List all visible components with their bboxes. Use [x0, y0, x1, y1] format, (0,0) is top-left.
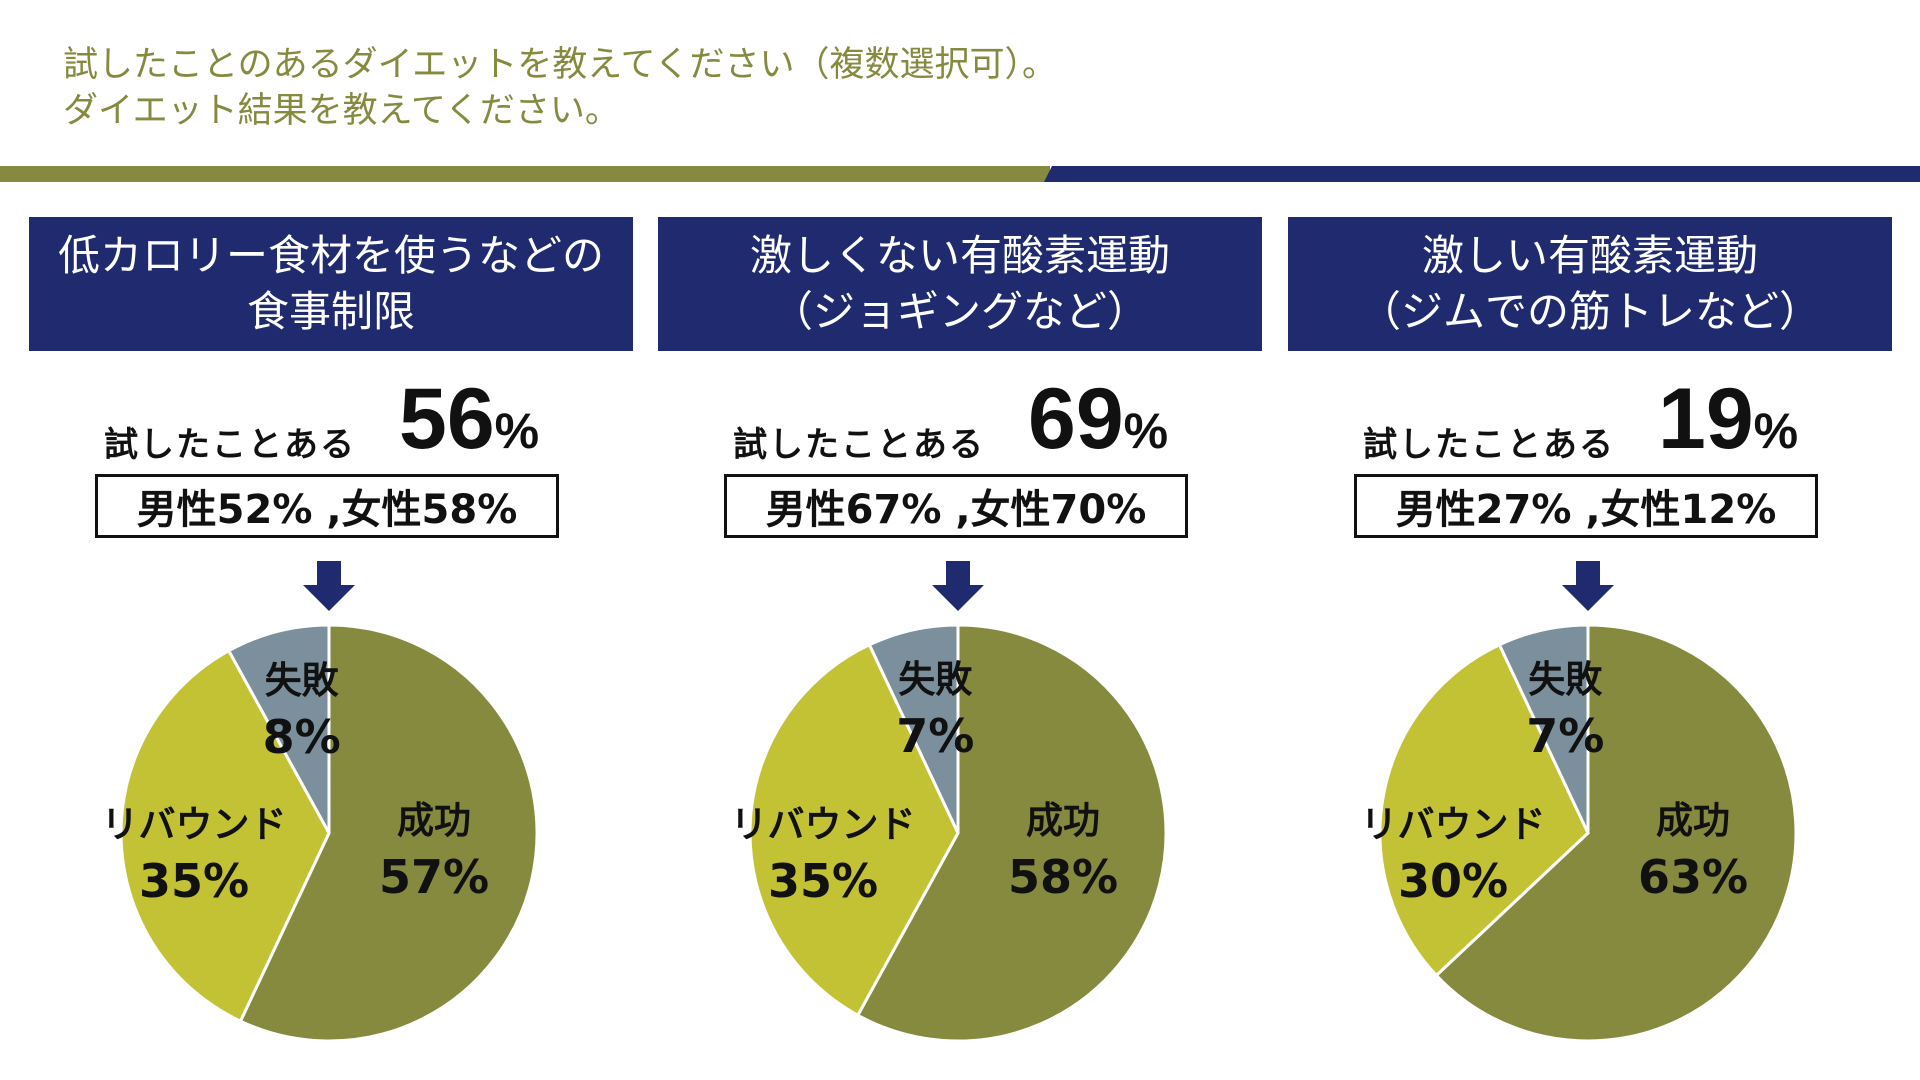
slice-failure	[1497, 623, 1590, 834]
gender-breakdown: 男性27% ,女性12%	[1354, 474, 1818, 538]
slice-rebound	[1378, 642, 1590, 978]
down-arrow-icon	[1562, 561, 1614, 611]
panel-title-line-1: 低カロリー食材を使うなどの	[57, 231, 604, 280]
result-pie-chart: 成功 63% リバウンド 30% 失敗 7%	[1361, 623, 1798, 1043]
tried-percent-sign: %	[1753, 403, 1799, 459]
tried-value: 69%	[1028, 374, 1168, 476]
question-line-1: 試したことのあるダイエットを教えてください（複数選択可）。	[63, 45, 1058, 85]
slice-category-label: リバウンド	[102, 803, 287, 846]
tried-value: 19%	[1658, 374, 1798, 476]
result-pie-chart: 成功 57% リバウンド 35% 失敗 8%	[102, 623, 539, 1043]
slice-category-label: リバウンド	[731, 803, 916, 846]
divider-olive	[0, 166, 1050, 182]
slice-category-label: 成功	[1026, 799, 1100, 842]
slice-category-label: 成功	[1656, 799, 1730, 842]
tried-number: 56	[399, 371, 495, 467]
panel-title-line-1: 激しい有酸素運動	[1421, 231, 1758, 280]
slice-value-label: 7%	[896, 709, 974, 763]
tried-percent-sign: %	[1123, 403, 1169, 459]
slice-category-label: リバウンド	[1361, 803, 1546, 846]
slice-value-label: 35%	[139, 854, 249, 908]
panel-header: 激しくない有酸素運動 （ジョギングなど）	[658, 217, 1262, 351]
gender-breakdown: 男性67% ,女性70%	[724, 474, 1188, 538]
tried-number: 69	[1028, 371, 1124, 467]
panel-title-line-2: （ジムでの筋トレなど）	[1358, 287, 1821, 336]
slice-value-label: 7%	[1526, 709, 1604, 763]
tried-number: 19	[1658, 371, 1754, 467]
slice-value-label: 63%	[1638, 850, 1748, 904]
panel-title-line-2: 食事制限	[246, 287, 415, 336]
slice-category-label: 失敗	[898, 658, 973, 701]
tried-percent-sign: %	[494, 403, 540, 459]
slice-value-label: 30%	[1398, 854, 1508, 908]
tried-label: 試したことある	[733, 425, 985, 465]
slice-success	[855, 623, 1168, 1043]
panel-diet-restriction: 低カロリー食材を使うなどの 食事制限 試したことある 56% 男性52% ,女性…	[29, 217, 633, 1077]
tried-row: 試したことある 56%	[29, 372, 633, 465]
slice-success	[238, 623, 539, 1043]
slice-value-label: 57%	[379, 850, 489, 904]
panel-light-aerobic: 激しくない有酸素運動 （ジョギングなど） 試したことある 69% 男性67% ,…	[658, 217, 1262, 1077]
tried-row: 試したことある 19%	[1288, 372, 1892, 465]
slice-category-label: 失敗	[1528, 658, 1603, 701]
tried-label: 試したことある	[1363, 425, 1615, 465]
divider-navy	[1044, 166, 1920, 182]
tried-row: 試したことある 69%	[658, 372, 1262, 465]
tried-value: 56%	[399, 374, 539, 476]
question-line-2: ダイエット結果を教えてください。	[63, 91, 620, 131]
down-arrow-icon	[303, 561, 355, 611]
panel-intense-aerobic: 激しい有酸素運動 （ジムでの筋トレなど） 試したことある 19% 男性27% ,…	[1288, 217, 1892, 1077]
slice-rebound	[119, 648, 331, 1024]
result-pie-chart: 成功 58% リバウンド 35% 失敗 7%	[731, 623, 1168, 1043]
panel-header: 激しい有酸素運動 （ジムでの筋トレなど）	[1288, 217, 1892, 351]
down-arrow-icon	[932, 561, 984, 611]
tried-label: 試したことある	[104, 425, 356, 465]
slice-value-label: 8%	[263, 710, 341, 764]
panel-title-line-2: （ジョギングなど）	[770, 287, 1149, 336]
panel-header: 低カロリー食材を使うなどの 食事制限	[29, 217, 633, 351]
slice-category-label: 失敗	[265, 659, 340, 702]
slice-rebound	[748, 642, 960, 1018]
panel-title-line-1: 激しくない有酸素運動	[749, 231, 1170, 280]
slice-value-label: 35%	[768, 854, 878, 908]
question-text: 試したことのあるダイエットを教えてください（複数選択可）。 ダイエット結果を教え…	[63, 42, 1057, 134]
slice-value-label: 58%	[1008, 850, 1118, 904]
slice-failure	[867, 623, 960, 834]
slice-success	[1434, 623, 1798, 1043]
slice-failure	[226, 623, 331, 834]
slice-category-label: 成功	[397, 799, 471, 842]
gender-breakdown: 男性52% ,女性58%	[95, 474, 559, 538]
